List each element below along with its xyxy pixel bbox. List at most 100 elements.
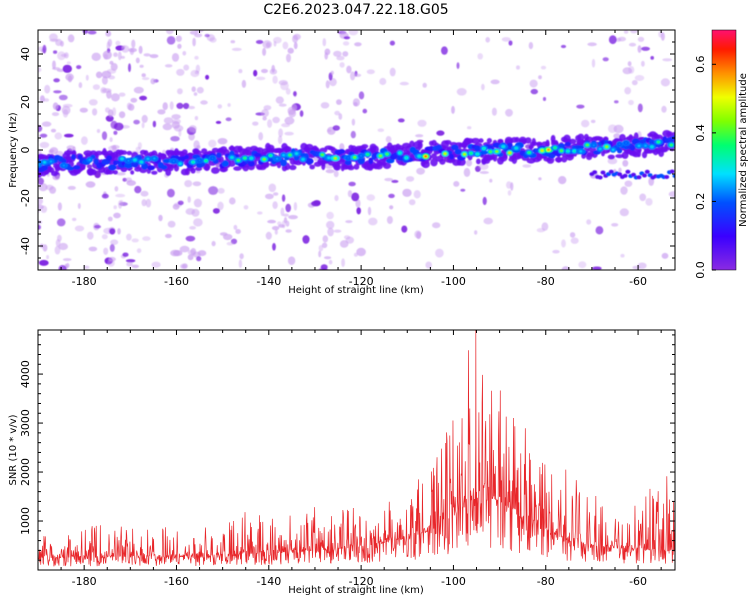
spectrogram-noise-blob xyxy=(131,238,139,243)
spectrogram-ridge-halo xyxy=(417,141,423,150)
spectrogram-noise-blob xyxy=(167,188,175,198)
spectrogram-noise-blob xyxy=(261,68,268,74)
spectrogram-ridge-halo xyxy=(486,138,492,144)
spectrogram-noise-blob xyxy=(353,102,358,107)
spectrogram-noise-blob xyxy=(115,40,121,46)
spectrogram-noise-blob xyxy=(41,121,52,127)
spectrogram-noise-blob xyxy=(417,119,427,127)
spectrogram-noise-blob xyxy=(356,247,366,257)
spectrogram-noise-blob xyxy=(326,211,334,220)
spectrogram-noise-blob xyxy=(477,53,484,60)
spectrogram-noise-blob xyxy=(217,201,224,211)
spectrogram-secondary-branch xyxy=(664,175,670,179)
spectrogram-ridge-core xyxy=(469,152,473,155)
snr-y-label: SNR (10 * v/v) xyxy=(8,414,19,485)
x-tick-label: -80 xyxy=(537,575,555,588)
spectrogram-noise-blob xyxy=(501,37,511,42)
spectrogram-noise-blob xyxy=(109,60,114,65)
spectrogram-noise-blob xyxy=(542,97,547,101)
spectrogram-secondary-branch xyxy=(608,169,614,174)
spectrogram-ridge-core xyxy=(463,153,466,156)
spectrogram-noise-blob xyxy=(366,69,375,75)
spectrogram-noise-blob xyxy=(52,60,56,69)
spectrogram-ridge-halo xyxy=(51,170,59,177)
spectrogram-noise-blob xyxy=(103,247,109,255)
y-tick-label: 3000 xyxy=(19,409,32,437)
spectrogram-noise-blob xyxy=(560,44,567,49)
spectrogram-ridge-body xyxy=(247,160,255,167)
spectrogram-noise-blob xyxy=(105,30,112,37)
spectrogram-noise-blob xyxy=(614,100,619,104)
spectrogram-noise-blob xyxy=(389,205,394,210)
spectrogram-ridge-core xyxy=(502,145,505,148)
spectrogram-noise-blob xyxy=(435,248,444,258)
spectrogram-noise-blob xyxy=(172,203,180,210)
spectrogram-noise-blob xyxy=(522,164,532,168)
spectrogram-noise-blob xyxy=(271,226,280,231)
spectrogram-noise-blob xyxy=(53,50,58,54)
spectrogram-noise-blob xyxy=(634,75,645,81)
spectrogram-ridge-core xyxy=(146,157,150,160)
spectrogram-noise-blob xyxy=(628,42,637,47)
spectrogram-noise-blob xyxy=(338,113,343,120)
spectrogram-noise-blob xyxy=(540,65,547,70)
colorbar-tick-label: 0.4 xyxy=(694,124,707,142)
spectrogram-ridge-core xyxy=(385,153,389,156)
snr-frame xyxy=(37,329,676,571)
spectrogram-noise-blob xyxy=(92,84,100,90)
spectrogram-noise-blob xyxy=(272,201,278,210)
spectrogram-ridge-halo xyxy=(347,165,355,171)
spectrogram-noise-blob xyxy=(650,56,654,60)
spectrogram-noise-blob xyxy=(105,115,114,122)
spectrogram-ridge-halo xyxy=(319,147,328,153)
spectrogram-ridge-core xyxy=(405,156,408,159)
spectrogram-noise-blob xyxy=(345,220,353,224)
spectrogram-x-label: Height of straight line (km) xyxy=(288,285,424,296)
spectrogram-noise-blob xyxy=(538,177,542,181)
spectrogram-noise-blob xyxy=(39,133,48,138)
spectrogram-noise-blob xyxy=(322,38,327,47)
spectrogram-ridge-core xyxy=(172,160,175,163)
spectrogram-secondary-branch xyxy=(669,169,675,174)
spectrogram-secondary-branch xyxy=(625,169,631,174)
spectrogram-noise-blob xyxy=(126,180,136,186)
spectrogram-noise-blob xyxy=(272,75,278,84)
spectrogram-ridge-core xyxy=(153,157,156,160)
spectrogram-ridge-core xyxy=(495,150,498,153)
spectrogram-noise-blob xyxy=(225,117,232,122)
spectrogram-noise-blob xyxy=(641,60,645,67)
spectrogram-ridge-halo xyxy=(130,170,135,175)
spectrogram-noise-blob xyxy=(182,51,187,56)
spectrogram-noise-blob xyxy=(402,188,412,197)
spectrogram-noise-blob xyxy=(164,64,173,68)
spectrogram-noise-blob xyxy=(255,40,264,44)
x-tick-label: -180 xyxy=(72,275,97,288)
spectrogram-noise-blob xyxy=(107,38,113,47)
spectrogram-noise-blob xyxy=(81,136,88,145)
spectrogram-noise-blob xyxy=(108,145,117,151)
spectrogram-noise-blob xyxy=(336,55,345,61)
spectrogram-ridge-core xyxy=(379,154,382,157)
spectrogram-noise-blob xyxy=(416,167,425,175)
spectrogram-noise-blob xyxy=(85,74,89,81)
spectrogram-ridge-core xyxy=(515,147,518,150)
spectrogram-ridge-core xyxy=(560,149,563,152)
spectrogram-noise-blob xyxy=(142,77,150,81)
spectrogram-noise-blob xyxy=(205,74,210,80)
spectrogram-noise-blob xyxy=(57,202,63,211)
spectrogram-noise-blob xyxy=(622,159,629,167)
spectrogram-noise-blob xyxy=(479,171,489,174)
spectrogram-secondary-branch xyxy=(644,169,650,174)
spectrogram-noise-blob xyxy=(110,239,119,245)
spectrogram-noise-blob xyxy=(432,222,441,229)
spectrogram-noise-blob xyxy=(624,87,632,95)
spectrogram-ridge-halo xyxy=(229,145,235,152)
spectrogram-ridge-core xyxy=(88,158,91,161)
spectrogram-noise-blob xyxy=(478,163,489,170)
spectrogram-noise-blob xyxy=(318,250,322,258)
spectrogram-noise-blob xyxy=(117,228,121,235)
spectrogram-ridge-core xyxy=(327,156,330,159)
spectrogram-noise-blob xyxy=(135,146,141,152)
spectrogram-noise-blob xyxy=(60,40,64,47)
spectrogram-noise-blob xyxy=(45,184,54,191)
